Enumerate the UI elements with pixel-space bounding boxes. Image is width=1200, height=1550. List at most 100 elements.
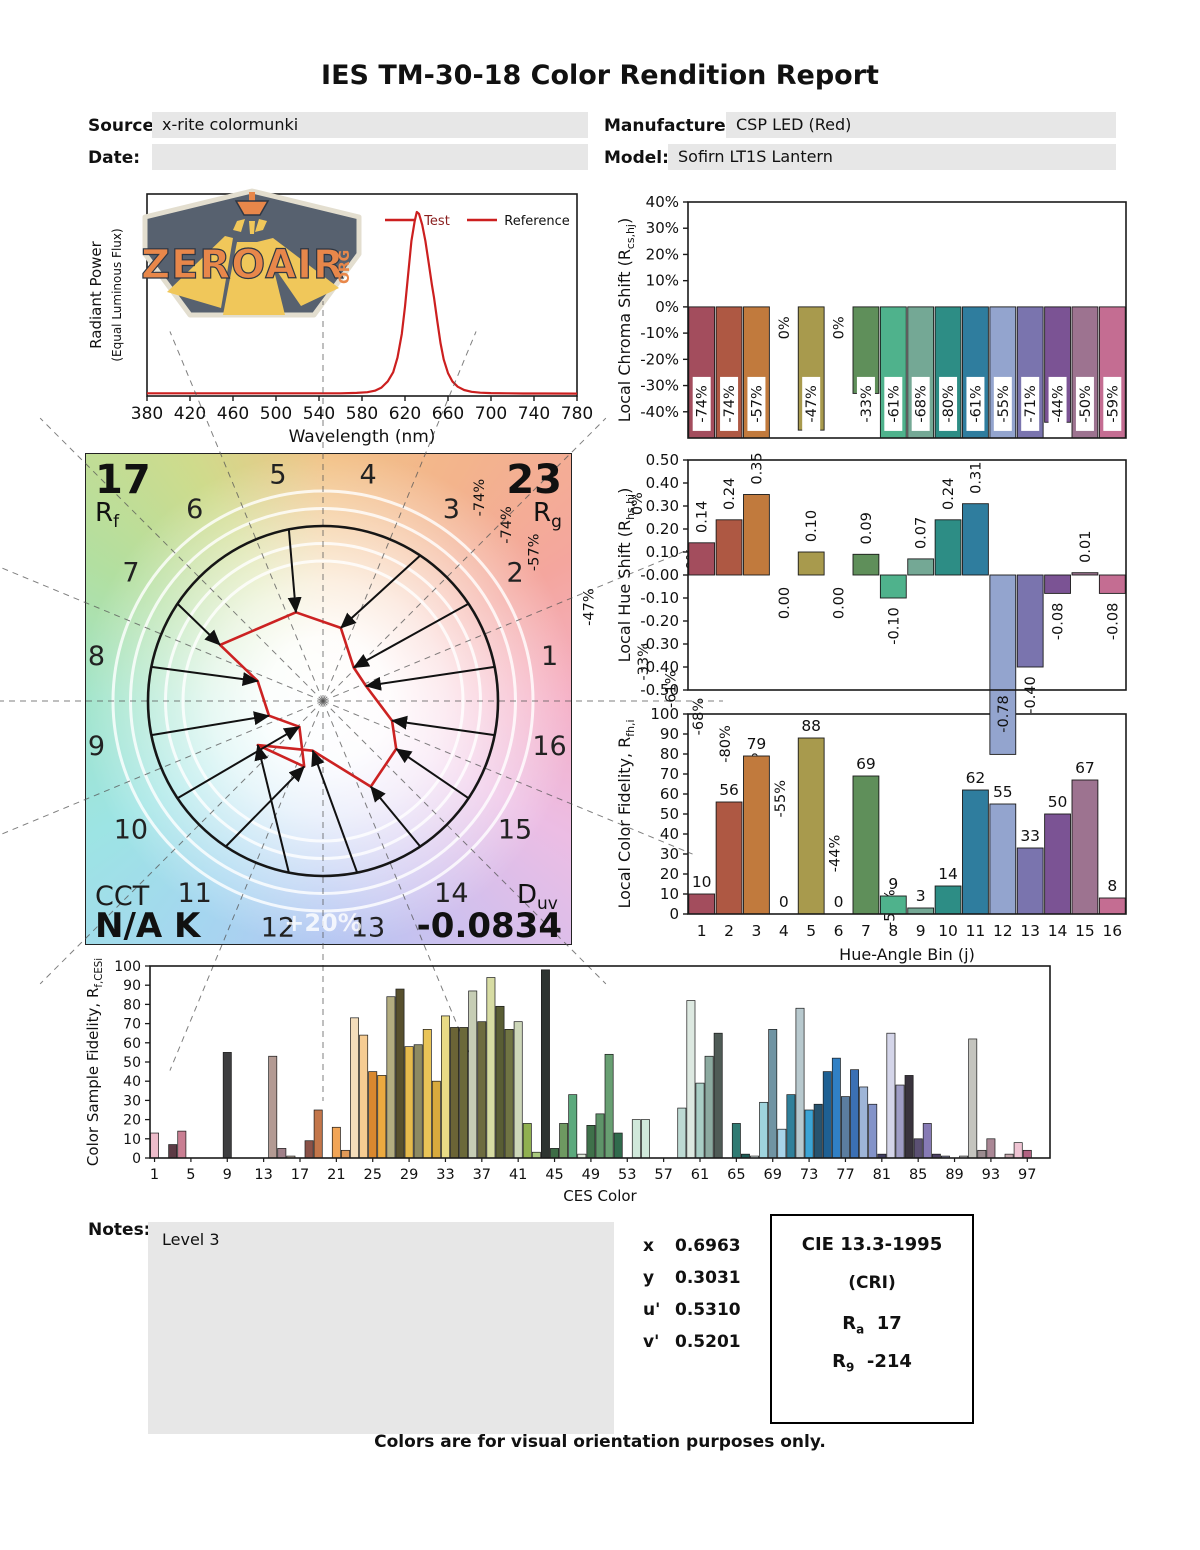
svg-text:Local Chroma Shift (Rcs,hj): Local Chroma Shift (Rcs,hj) — [615, 218, 637, 422]
svg-text:41: 41 — [509, 1167, 527, 1183]
svg-text:Wavelength (nm): Wavelength (nm) — [289, 427, 436, 447]
svg-text:70: 70 — [123, 1017, 141, 1033]
svg-text:7: 7 — [861, 922, 871, 940]
ra-row: Ra 17 — [772, 1313, 972, 1337]
svg-text:-80%: -80% — [941, 385, 957, 422]
svg-text:50: 50 — [660, 805, 679, 823]
cri-subtitle: (CRI) — [848, 1273, 896, 1293]
fidelity-chart-canvas: 0102030405060708090100105679088069931462… — [615, 705, 1127, 964]
svg-text:45: 45 — [545, 1167, 563, 1183]
svg-text:10: 10 — [692, 873, 712, 891]
svg-text:-61%: -61% — [968, 385, 984, 422]
svg-text:-0.00: -0.00 — [640, 566, 679, 584]
svg-text:7: 7 — [122, 558, 139, 589]
svg-text:57: 57 — [654, 1167, 672, 1183]
svg-text:30: 30 — [660, 845, 679, 863]
svg-text:-50%: -50% — [1078, 385, 1094, 422]
svg-text:30%: 30% — [646, 219, 679, 237]
svg-text:20%: 20% — [646, 245, 679, 263]
r9-value: -214 — [866, 1350, 912, 1372]
svg-text:69: 69 — [856, 755, 876, 773]
svg-text:21: 21 — [327, 1167, 345, 1183]
svg-text:1: 1 — [541, 641, 558, 672]
svg-text:Test: Test — [423, 214, 450, 229]
zeroair-logo: ZEROAIR ORG — [141, 188, 362, 318]
svg-text:62: 62 — [966, 769, 986, 787]
ra-sub: a — [856, 1322, 865, 1337]
svg-text:79: 79 — [747, 735, 767, 753]
svg-text:Local Color Fidelity, Rfh,i: Local Color Fidelity, Rfh,i — [615, 719, 637, 908]
svg-text:0.40: 0.40 — [646, 474, 679, 492]
ra-symbol: R — [842, 1313, 857, 1334]
svg-text:0.50: 0.50 — [646, 451, 679, 469]
svg-text:33: 33 — [1020, 827, 1040, 845]
svg-text:460: 460 — [217, 404, 249, 424]
svg-text:85: 85 — [909, 1167, 927, 1183]
r9-symbol: R — [832, 1350, 846, 1372]
svg-text:69: 69 — [764, 1167, 782, 1183]
hue-chart-canvas: -0.50 -0.40 -0.30 -0.20 -0.10 -0.00 0.10 0.20 0.… — [615, 451, 1127, 755]
logo-beam-left — [167, 236, 233, 308]
local-hue-shift-chart: -0.50 -0.40 -0.30 -0.20 -0.10 -0.00 0.10 0.20 0.… — [608, 448, 1130, 755]
svg-text:CCT: CCT — [95, 881, 150, 912]
svg-text:0%: 0% — [655, 298, 679, 316]
svg-text:14: 14 — [938, 865, 958, 883]
svg-text:12: 12 — [993, 922, 1013, 940]
svg-text:-40%: -40% — [640, 403, 679, 421]
svg-text:380: 380 — [131, 404, 163, 424]
svg-text:17: 17 — [291, 1167, 309, 1183]
r9-row: R9 -214 — [772, 1351, 972, 1375]
svg-text:3: 3 — [443, 494, 460, 525]
svg-text:10: 10 — [660, 885, 679, 903]
svg-text:0.00: 0.00 — [777, 587, 793, 619]
svg-text:-74%: -74% — [499, 506, 515, 543]
date-value — [152, 144, 588, 170]
svg-text:90: 90 — [660, 725, 679, 743]
coord-u-value: 0.5310 — [675, 1300, 741, 1320]
svg-text:-33%: -33% — [859, 385, 875, 422]
svg-text:-0.78: -0.78 — [996, 695, 1012, 733]
coord-x-value: 0.6963 — [675, 1236, 741, 1256]
svg-text:-74%: -74% — [472, 479, 488, 516]
svg-text:0.00: 0.00 — [832, 587, 848, 619]
svg-text:6: 6 — [834, 922, 844, 940]
svg-text:Color Sample Fidelity, Rf,CESi: Color Sample Fidelity, Rf,CESi — [84, 958, 105, 1166]
svg-text:40: 40 — [123, 1074, 141, 1090]
svg-text:65: 65 — [727, 1167, 745, 1183]
svg-text:Hue-Angle Bin (j): Hue-Angle Bin (j) — [839, 945, 975, 964]
svg-text:93: 93 — [982, 1167, 1000, 1183]
svg-text:100: 100 — [114, 959, 141, 975]
notes-box[interactable]: Level 3 — [148, 1222, 614, 1434]
svg-text:20: 20 — [660, 865, 679, 883]
svg-text:2: 2 — [724, 922, 734, 940]
local-chroma-shift-chart: -40% -30% -20% -10% 0% 10% 20% 30% 40% -74% -74% -7… — [472, 186, 1130, 927]
coord-y-label: y — [643, 1268, 655, 1288]
svg-text:73: 73 — [800, 1167, 818, 1183]
svg-text:-47%: -47% — [581, 588, 597, 625]
svg-text:81: 81 — [873, 1167, 891, 1183]
svg-text:-20%: -20% — [640, 350, 679, 368]
svg-text:-0.30: -0.30 — [640, 635, 679, 653]
svg-text:29: 29 — [400, 1167, 418, 1183]
svg-text:15: 15 — [1075, 922, 1095, 940]
svg-text:1: 1 — [150, 1167, 159, 1183]
svg-text:580: 580 — [346, 404, 378, 424]
svg-text:CES Color: CES Color — [563, 1187, 637, 1205]
svg-text:9: 9 — [916, 922, 926, 940]
svg-text:10: 10 — [114, 814, 148, 845]
svg-text:-74%: -74% — [695, 385, 711, 422]
svg-text:500: 500 — [260, 404, 292, 424]
svg-text:700: 700 — [475, 404, 507, 424]
svg-text:3: 3 — [752, 922, 762, 940]
ces-chart-canvas: 0 10 20 30 40 50 60 70 80 90 100 1 5 9 13 17 21 25 29 33 37 4… — [84, 958, 1051, 1205]
svg-text:-55%: -55% — [996, 385, 1012, 422]
svg-text:2: 2 — [506, 558, 523, 589]
svg-text:37: 37 — [473, 1167, 491, 1183]
svg-text:0: 0 — [132, 1151, 141, 1167]
svg-text:+20%: +20% — [284, 909, 362, 937]
logo-brand-text: ZEROAIR — [141, 242, 345, 288]
svg-text:0: 0 — [669, 905, 679, 923]
svg-text:-0.10: -0.10 — [640, 589, 679, 607]
